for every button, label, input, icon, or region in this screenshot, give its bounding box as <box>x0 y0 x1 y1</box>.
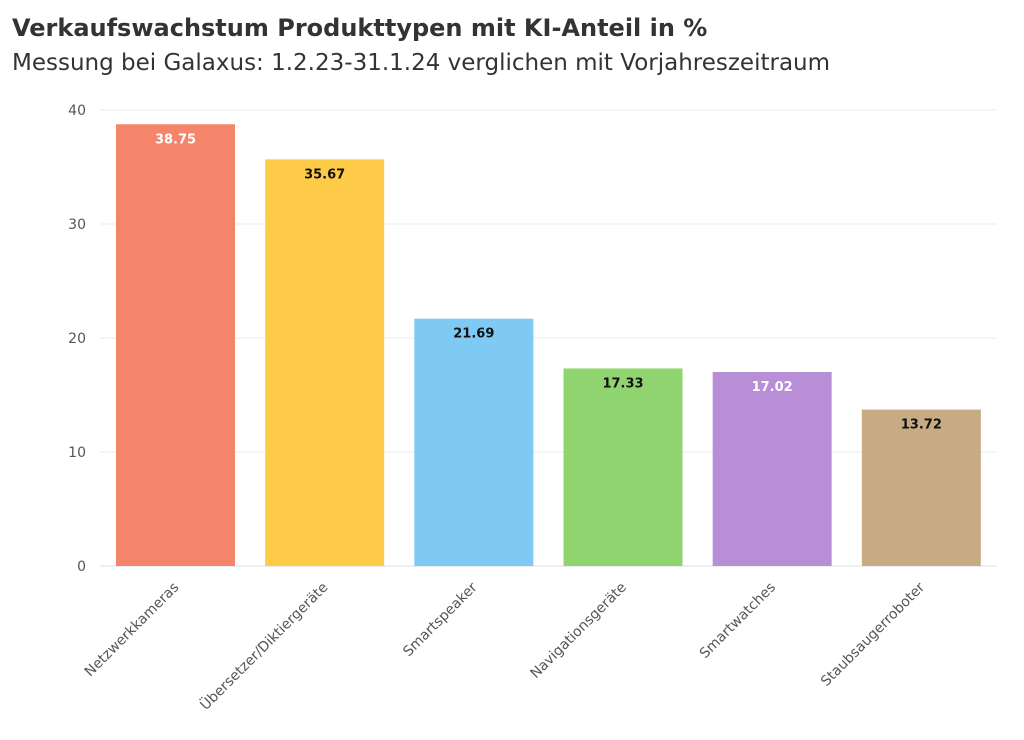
y-tick-label: 20 <box>68 331 86 347</box>
data-label: 17.02 <box>752 380 793 395</box>
x-tick-label: Smartspeaker <box>400 579 481 660</box>
data-label: 21.69 <box>453 327 494 342</box>
data-label: 13.72 <box>901 418 942 433</box>
y-tick-label: 10 <box>68 445 86 461</box>
bar <box>116 124 235 566</box>
bar <box>712 371 832 566</box>
x-tick-label: Staubsaugerroboter <box>818 579 928 689</box>
bar <box>265 159 385 566</box>
y-tick-label: 30 <box>68 217 86 233</box>
x-tick-label: Übersetzer/Diktiergeräte <box>196 578 331 713</box>
x-tick-label: Smartwatches <box>697 580 779 662</box>
y-tick-label: 0 <box>77 559 86 575</box>
bar <box>414 318 534 566</box>
x-tick-label: Netzwerkkameras <box>82 580 183 681</box>
y-tick-label: 40 <box>68 103 86 119</box>
bar <box>861 409 981 566</box>
data-label: 17.33 <box>602 376 643 391</box>
data-label: 35.67 <box>304 167 345 182</box>
bar <box>563 368 683 566</box>
chart-title: Verkaufswachstum Produkttypen mit KI-Ant… <box>12 14 708 42</box>
chart-subtitle: Messung bei Galaxus: 1.2.23-31.1.24 verg… <box>12 50 831 76</box>
data-label: 38.75 <box>155 132 196 147</box>
x-tick-label: Navigationsgeräte <box>527 580 629 682</box>
